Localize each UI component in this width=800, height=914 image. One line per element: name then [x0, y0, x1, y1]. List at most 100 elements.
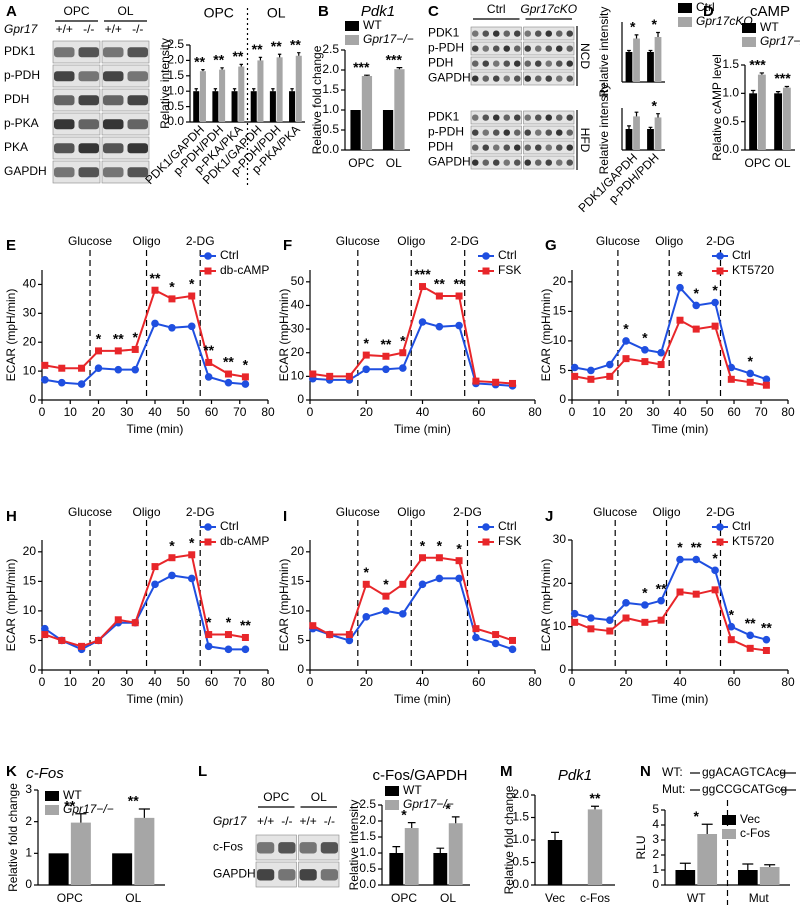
data-point — [57, 378, 66, 387]
bar — [269, 91, 276, 122]
y-tick-label: 1.5 — [167, 68, 184, 82]
blot-band — [127, 119, 148, 130]
blot-band — [482, 75, 489, 82]
legend-swatch — [45, 805, 59, 815]
data-point — [204, 642, 213, 651]
significance: * — [96, 331, 102, 347]
y-tick-label: 0.0 — [359, 877, 376, 891]
phase-label: 2-DG — [706, 505, 735, 519]
y-axis-label: ECAR (mpH/min) — [277, 289, 291, 382]
blot-band — [545, 159, 552, 166]
x-tick-label: Vec — [545, 891, 565, 905]
data-point — [762, 375, 771, 384]
data-point — [326, 372, 334, 380]
data-point — [455, 557, 463, 565]
data-point — [711, 322, 719, 330]
significance: *** — [749, 57, 766, 73]
blot-band — [503, 45, 510, 52]
group-label: OL — [267, 5, 286, 21]
chart-title: Pdk1 — [558, 767, 592, 784]
bar — [48, 853, 69, 885]
data-point — [746, 378, 754, 386]
data-point — [224, 645, 233, 654]
data-point — [168, 554, 176, 562]
error-bar — [551, 831, 559, 840]
bar — [231, 91, 238, 122]
blot-band — [482, 159, 489, 166]
x-axis-label: Time (min) — [652, 422, 709, 436]
blot-band — [103, 71, 124, 82]
blot-band — [503, 114, 510, 121]
data-point — [41, 375, 49, 384]
y-tick-label: 2.5 — [167, 37, 184, 51]
section-label: NCD — [578, 43, 592, 69]
x-tick-label: 0 — [307, 405, 314, 419]
y-axis-label: RLU — [634, 835, 648, 859]
x-tick-label: OL — [774, 156, 790, 170]
blot-band — [54, 95, 75, 106]
x-tick-label: 70 — [233, 675, 247, 689]
y-tick-label: 10 — [291, 603, 305, 617]
band-label: c-Fos — [213, 840, 243, 854]
x-tick-label: WT — [687, 891, 706, 905]
x-tick-label: 80 — [261, 675, 275, 689]
y-tick-label: 2.0 — [167, 53, 184, 67]
blot-band — [299, 869, 317, 881]
data-point — [188, 292, 196, 300]
y-tick-label: 1.0 — [167, 83, 184, 97]
data-point — [224, 370, 232, 378]
blot-band — [535, 60, 542, 67]
y-tick-label: 3 — [25, 782, 32, 796]
legend-label: c-Fos — [740, 826, 770, 840]
data-point — [362, 351, 370, 359]
x-tick-label: 40 — [673, 675, 687, 689]
phase-label: Glucose — [336, 234, 380, 248]
blot-band — [514, 129, 521, 136]
data-point — [168, 571, 176, 580]
y-tick-label: 5 — [29, 633, 36, 647]
data-point — [641, 358, 649, 366]
y-tick-label: 20 — [553, 274, 567, 288]
data-point — [587, 366, 595, 375]
bar — [633, 38, 640, 82]
error-bar — [764, 864, 776, 867]
blot-group: OL — [117, 4, 133, 18]
series-line — [312, 285, 513, 385]
error-bar — [627, 125, 631, 129]
series-line — [44, 553, 246, 648]
blot-band — [514, 60, 521, 67]
data-point — [641, 618, 649, 626]
x-tick-label: 60 — [472, 675, 486, 689]
y-tick-label: 20 — [553, 576, 567, 590]
blot-band — [524, 114, 531, 121]
y-tick-label: 15 — [553, 304, 567, 318]
error-bar — [634, 34, 639, 39]
data-point — [622, 355, 630, 363]
legend-label: WT — [63, 788, 82, 802]
blot-band — [545, 75, 552, 82]
legend-label: Gpr17−/− — [760, 34, 800, 48]
blot-band — [535, 129, 542, 136]
significance: *** — [386, 51, 403, 67]
bar — [238, 66, 245, 122]
band-label: GAPDH — [428, 71, 471, 85]
legend-label: Ctrl — [732, 248, 751, 262]
data-point — [727, 363, 736, 372]
blot-band — [472, 30, 479, 37]
data-point — [571, 618, 579, 626]
data-point — [151, 319, 159, 328]
significance: * — [623, 321, 629, 337]
blot-band — [566, 60, 573, 67]
blot-band — [493, 114, 500, 121]
bar — [289, 91, 296, 122]
x-tick-label: Mut — [749, 891, 770, 905]
legend-swatch — [345, 21, 359, 31]
error-bar — [656, 31, 660, 37]
significance: ** — [113, 331, 124, 347]
bar — [295, 55, 302, 122]
genotype: -/- — [132, 22, 143, 36]
legend-label: FSK — [498, 534, 521, 548]
blot-band — [278, 869, 296, 881]
legend-marker — [482, 523, 490, 531]
